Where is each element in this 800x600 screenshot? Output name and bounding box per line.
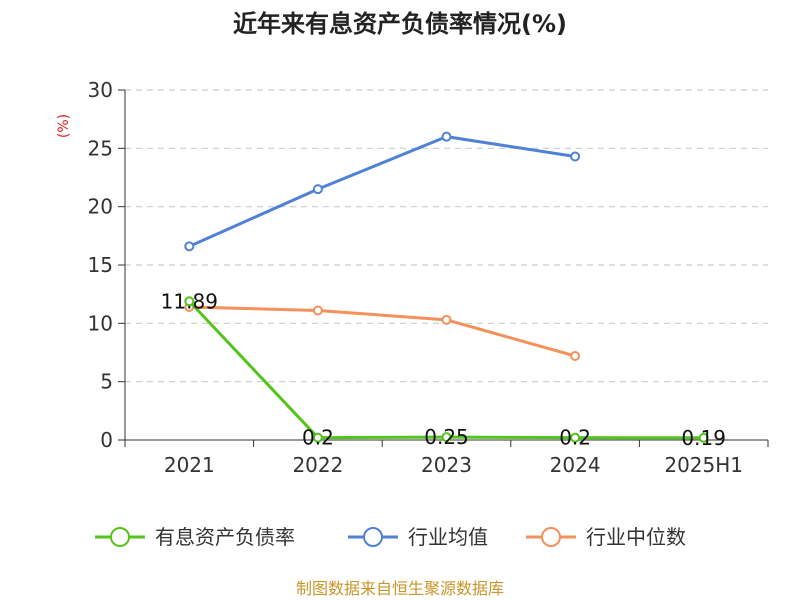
y-tick-label: 5 — [100, 370, 113, 394]
series-line — [188, 135, 576, 248]
x-tick-label: 2023 — [421, 453, 472, 477]
chart-title: 近年来有息资产负债率情况(%) — [233, 10, 567, 38]
legend-label: 行业中位数 — [586, 525, 686, 549]
y-tick-label: 25 — [88, 136, 113, 160]
data-point — [312, 432, 323, 443]
legend-item: 行业均值 — [348, 525, 488, 549]
y-tick-labels: 0 5 10 15 20 25 30 — [88, 78, 113, 452]
legend-item: 行业中位数 — [526, 525, 686, 549]
legend: 有息资产负债率 行业均值 行业中位数 — [95, 525, 686, 549]
data-point — [441, 131, 452, 142]
data-label: 0.25 — [424, 425, 469, 449]
legend-marker — [541, 527, 561, 547]
data-label: 0.2 — [559, 426, 591, 450]
source-note: 制图数据来自恒生聚源数据库 — [296, 579, 504, 598]
data-label: 11.89 — [161, 289, 218, 313]
data-point — [312, 184, 323, 195]
data-point — [441, 432, 452, 443]
series-group — [184, 131, 709, 443]
data-point — [570, 151, 581, 162]
axes — [118, 89, 769, 447]
x-tick-labels: 2021 2022 2023 2024 2025H1 — [164, 453, 743, 477]
x-tick-label: 2022 — [292, 453, 343, 477]
data-point — [184, 296, 195, 307]
data-point — [441, 314, 452, 325]
y-tick-label: 10 — [88, 311, 113, 335]
y-tick-label: 15 — [88, 253, 113, 277]
data-label: 0.2 — [302, 426, 334, 450]
series-line — [189, 305, 576, 358]
x-tick-label: 2024 — [550, 453, 601, 477]
legend-marker — [363, 527, 383, 547]
y-axis-unit: (%) — [56, 114, 72, 138]
legend-label: 有息资产负债率 — [155, 525, 295, 549]
data-labels: 11.89 0.2 0.25 0.2 0.19 — [161, 289, 726, 450]
data-point — [312, 305, 323, 316]
y-tick-label: 30 — [88, 78, 113, 102]
y-tick-label: 0 — [100, 428, 113, 452]
y-tick-label: 20 — [88, 195, 113, 219]
legend-marker — [110, 527, 130, 547]
data-point — [570, 432, 581, 443]
data-label: 0.19 — [681, 426, 726, 450]
x-tick-label: 2025H1 — [664, 453, 743, 477]
data-point — [570, 351, 581, 361]
data-point — [698, 432, 709, 443]
data-point — [184, 241, 195, 252]
x-tick-label: 2021 — [164, 453, 215, 477]
legend-label: 行业均值 — [408, 525, 488, 549]
legend-item: 有息资产负债率 — [95, 525, 295, 549]
